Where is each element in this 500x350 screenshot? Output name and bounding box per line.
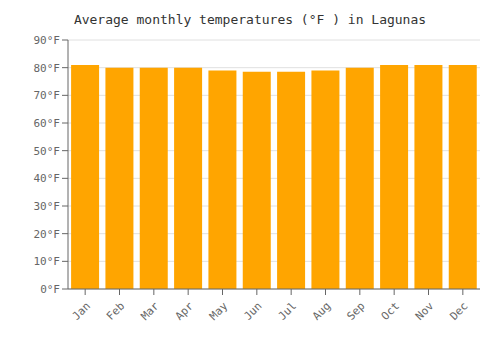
svg-text:20°F: 20°F [34,228,61,241]
svg-text:Apr: Apr [173,299,197,323]
svg-text:Feb: Feb [104,300,127,323]
svg-text:Jun: Jun [241,300,264,323]
svg-text:30°F: 30°F [34,200,61,213]
svg-text:90°F: 90°F [34,34,61,47]
svg-text:Aug: Aug [310,300,333,323]
svg-text:Nov: Nov [413,299,437,323]
svg-text:60°F: 60°F [34,117,61,130]
svg-text:Dec: Dec [447,300,470,323]
svg-text:May: May [207,299,231,323]
html-text:Average monthly temperatures (: Average monthly temperatures (°F ) in La… [73,12,427,27]
svg-text:40°F: 40°F [34,172,61,185]
svg-text:Sep: Sep [344,300,367,323]
svg-text:70°F: 70°F [34,89,61,102]
svg-text:50°F: 50°F [34,145,61,158]
svg-text:10°F: 10°F [34,255,61,268]
svg-text:Mar: Mar [138,299,162,323]
svg-text:80°F: 80°F [34,62,61,75]
svg-text:0°F: 0°F [40,283,60,296]
svg-text:Jul: Jul [276,300,299,323]
svg-text:Oct: Oct [379,300,402,323]
svg-text:Jan: Jan [70,300,93,323]
